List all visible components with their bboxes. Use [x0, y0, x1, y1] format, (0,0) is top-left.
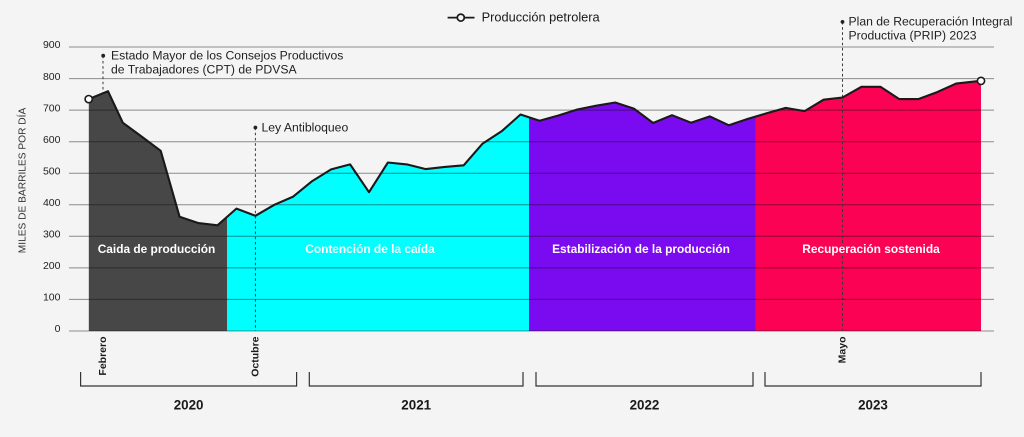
svg-text:800: 800: [43, 71, 61, 83]
svg-text:2020: 2020: [174, 398, 204, 413]
svg-text:300: 300: [43, 229, 61, 241]
svg-text:de Trabajadores (CPT) de PDVSA: de Trabajadores (CPT) de PDVSA: [111, 62, 297, 76]
svg-text:Estabilización de la producció: Estabilización de la producción: [552, 242, 730, 256]
svg-text:Mayo: Mayo: [837, 337, 849, 364]
svg-text:Productiva (PRIP) 2023: Productiva (PRIP) 2023: [849, 29, 977, 43]
svg-text:Recuperación sostenida: Recuperación sostenida: [802, 242, 940, 256]
svg-text:600: 600: [43, 134, 61, 146]
svg-text:Plan de Recuperación Integral: Plan de Recuperación Integral: [849, 15, 1013, 29]
svg-text:MILES DE BARRILES POR DÍA: MILES DE BARRILES POR DÍA: [16, 108, 29, 254]
svg-text:2023: 2023: [858, 398, 888, 413]
svg-text:Ley Antibloqueo: Ley Antibloqueo: [262, 120, 349, 134]
svg-text:2021: 2021: [401, 398, 431, 413]
svg-text:400: 400: [43, 197, 61, 209]
svg-text:900: 900: [43, 39, 61, 51]
svg-text:100: 100: [43, 292, 61, 304]
svg-text:500: 500: [43, 165, 61, 177]
svg-text:200: 200: [43, 260, 61, 272]
svg-text:2022: 2022: [630, 398, 660, 413]
svg-text:Contención de la caída: Contención de la caída: [305, 242, 435, 256]
svg-text:Febrero: Febrero: [97, 337, 109, 376]
svg-text:Estado Mayor de los Consejos P: Estado Mayor de los Consejos Productivos: [111, 49, 343, 63]
svg-text:0: 0: [55, 323, 61, 335]
svg-text:700: 700: [43, 102, 61, 114]
svg-text:Producción petrolera: Producción petrolera: [482, 10, 601, 25]
svg-text:Caida de producción: Caida de producción: [98, 242, 216, 256]
svg-text:Octubre: Octubre: [249, 336, 261, 376]
